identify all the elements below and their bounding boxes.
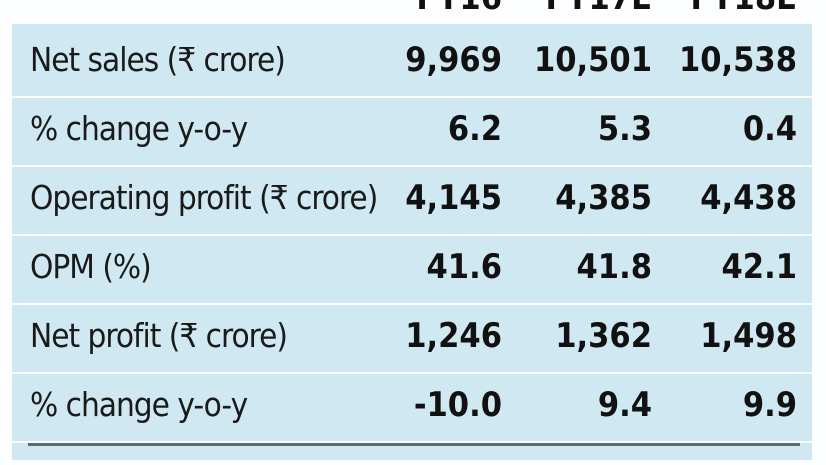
cell-value: 10,538	[678, 40, 797, 80]
row-label: % change y-o-y	[30, 109, 248, 148]
cell-value: 41.6	[426, 247, 502, 287]
row-label: Operating profit (₹ crore)	[30, 178, 378, 217]
cell-value: 5.3	[597, 109, 652, 149]
cell-value: 1,498	[700, 316, 797, 356]
cell-value: 1,246	[405, 316, 502, 356]
row-label: Net profit (₹ crore)	[30, 316, 288, 355]
cell-value: 9.4	[597, 385, 652, 425]
cell-value: 0.4	[742, 109, 797, 149]
cell-value: 41.8	[576, 247, 652, 287]
table-row: Operating profit (₹ crore) 4,145 4,385 4,43…	[12, 166, 812, 236]
financials-table: Net sales (₹ crore) 9,969 10,501 10,538 % ch…	[12, 24, 812, 460]
table-row: Net profit (₹ crore) 1,246 1,362 1,498	[12, 304, 812, 374]
cell-value: 6.2	[447, 109, 502, 149]
cell-value: 4,145	[405, 178, 502, 218]
table-row: OPM (%) 41.6 41.8 42.1	[12, 235, 812, 305]
cell-value: 10,501	[533, 40, 652, 80]
cell-value: 9.9	[742, 385, 797, 425]
column-header-1: FY16	[352, 0, 502, 18]
cell-value: 1,362	[555, 316, 652, 356]
cell-value: 4,385	[555, 178, 652, 218]
table-row: Net sales (₹ crore) 9,969 10,501 10,538	[12, 28, 812, 98]
cell-value: 9,969	[405, 40, 502, 80]
cell-value: 42.1	[721, 247, 797, 287]
table-row: % change y-o-y 6.2 5.3 0.4	[12, 97, 812, 167]
column-header-2: FY17E	[502, 0, 652, 18]
row-label: % change y-o-y	[30, 385, 248, 424]
row-label: OPM (%)	[30, 247, 152, 286]
table-row: % change y-o-y -10.0 9.4 9.9	[12, 373, 812, 443]
column-header-3: FY18E	[647, 0, 797, 18]
row-label: Net sales (₹ crore)	[30, 40, 286, 79]
bottom-rule	[28, 443, 800, 446]
cell-value: 4,438	[700, 178, 797, 218]
cell-value: -10.0	[413, 385, 502, 425]
